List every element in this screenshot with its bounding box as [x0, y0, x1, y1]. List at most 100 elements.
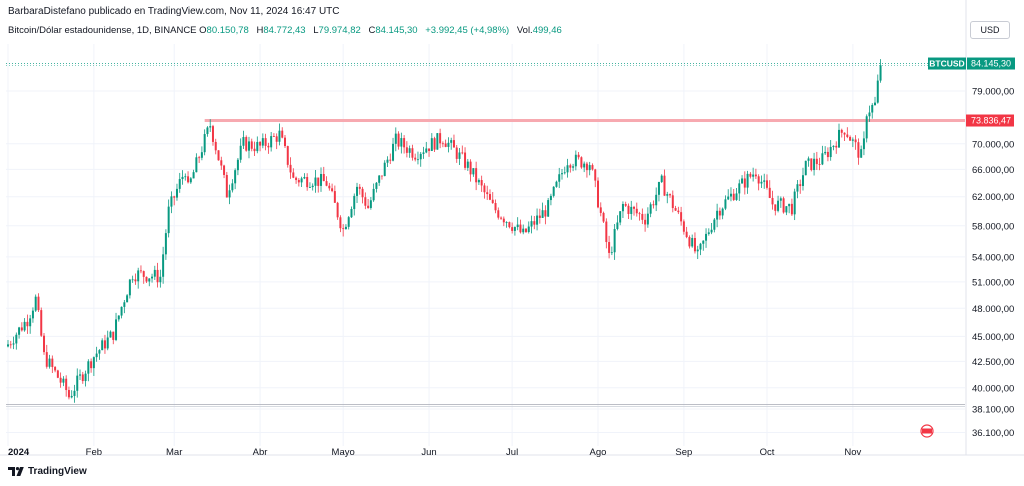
currency-button[interactable]: USD	[970, 21, 1010, 39]
candles-group	[7, 59, 882, 403]
candle-body	[486, 192, 489, 195]
candle-body	[289, 164, 292, 173]
candle-body	[7, 344, 9, 347]
candle-body	[228, 190, 231, 198]
candle-body	[865, 116, 868, 139]
candle-body	[18, 327, 21, 335]
candle-body	[505, 222, 508, 223]
candle-body	[577, 154, 580, 158]
candle-body	[231, 183, 234, 191]
candle-body	[777, 200, 780, 211]
candle-body	[455, 147, 458, 159]
candle-body	[29, 318, 32, 327]
candle-body	[328, 185, 331, 189]
resistance-line	[204, 119, 966, 123]
candle-body	[367, 205, 370, 208]
candle-body	[98, 350, 101, 354]
symbol-badge-bg	[928, 57, 966, 70]
candle-body	[70, 395, 73, 398]
candle-body	[331, 188, 334, 192]
candle-body	[536, 215, 539, 225]
candle-body	[317, 177, 320, 186]
candle-body	[297, 180, 300, 183]
candle-body	[588, 165, 591, 171]
x-tick-label: Sep	[675, 447, 692, 458]
candle-body	[663, 175, 666, 196]
volume-value: 499,46	[532, 25, 562, 36]
candle-body	[37, 296, 40, 311]
candle-body	[466, 161, 469, 168]
x-tick-label: Abr	[253, 447, 268, 458]
candle-body	[189, 178, 192, 183]
candle-body	[65, 378, 68, 391]
candle-body	[333, 191, 336, 203]
candle-body	[452, 140, 455, 148]
candle-body	[214, 141, 217, 151]
candle-body	[754, 174, 757, 177]
candle-body	[267, 145, 270, 148]
candle-body	[95, 353, 98, 358]
candle-body	[314, 177, 317, 186]
candle-body	[170, 196, 173, 207]
y-tick-label: 40.000,00	[972, 383, 1014, 394]
symbol-legend: Bitcoin/Dólar estadounidense, 1D, BINANC…	[8, 25, 567, 36]
candle-body	[54, 367, 57, 371]
candle-body	[793, 191, 796, 215]
volume-label: Vol.	[516, 25, 533, 36]
candle-body	[879, 65, 882, 81]
candle-body	[394, 133, 397, 144]
event-flag-icon	[922, 428, 932, 434]
candle-body	[630, 206, 633, 214]
candle-body	[31, 310, 34, 319]
candle-body	[538, 215, 541, 218]
candle-body	[239, 145, 242, 160]
candle-body	[234, 170, 237, 184]
candle-body	[608, 242, 611, 253]
candle-body	[597, 180, 600, 208]
candle-body	[655, 194, 658, 206]
candle-body	[785, 206, 788, 213]
candle-body	[868, 112, 871, 117]
candle-body	[475, 168, 478, 183]
candle-body	[303, 177, 306, 179]
candle-body	[117, 315, 120, 320]
candle-body	[151, 276, 154, 279]
candle-body	[137, 270, 140, 282]
candle-body	[242, 137, 245, 146]
candle-body	[602, 212, 605, 222]
last-price-label: 84.145,30	[971, 59, 1011, 69]
candle-body	[727, 196, 730, 200]
candle-body	[779, 198, 782, 201]
candle-body	[79, 374, 82, 376]
candle-body	[677, 210, 680, 213]
candle-body	[159, 276, 162, 283]
candle-body	[561, 173, 563, 175]
level-label: 73.836,47	[971, 116, 1011, 126]
candle-body	[173, 196, 176, 198]
symbol-badge: BTCUSD	[929, 59, 964, 69]
candle-body	[619, 211, 622, 223]
candle-body	[444, 143, 447, 147]
candle-body	[187, 176, 190, 183]
candle-body	[461, 152, 464, 154]
candle-body	[45, 352, 48, 367]
candle-body	[425, 148, 428, 153]
candle-body	[666, 194, 669, 196]
candle-body	[375, 182, 378, 189]
candle-body	[458, 152, 461, 159]
candle-body	[599, 207, 602, 213]
candle-body	[566, 165, 569, 173]
x-tick-label: Nov	[844, 447, 861, 458]
candle-body	[23, 321, 26, 331]
candle-body	[223, 165, 226, 175]
candle-body	[126, 295, 129, 303]
candle-body	[799, 184, 802, 186]
candle-body	[790, 203, 793, 215]
low-label: L	[313, 25, 319, 36]
candle-body	[721, 208, 724, 216]
candle-body	[433, 138, 436, 150]
candle-body	[585, 163, 588, 171]
candle-body	[824, 151, 827, 154]
candle-body	[134, 279, 137, 282]
